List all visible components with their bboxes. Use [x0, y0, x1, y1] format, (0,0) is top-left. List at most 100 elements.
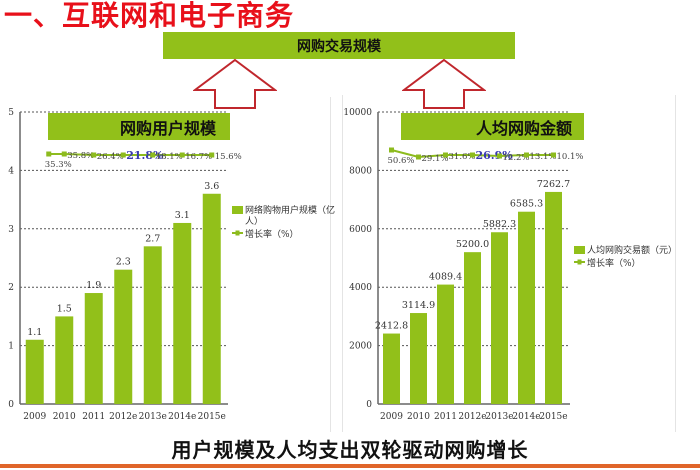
bar-value-label: 3114.9: [402, 300, 435, 311]
growth-rate-marker: [524, 152, 529, 158]
growth-rate-marker: [209, 152, 215, 158]
y-tick-label: 4: [8, 166, 14, 176]
growth-rate-label: 15.6%: [215, 152, 242, 162]
y-tick-label: 6000: [349, 225, 372, 235]
growth-rate-label: 35.8%: [67, 151, 94, 161]
x-tick-label: 2014e: [168, 412, 196, 422]
legend-line-marker: [235, 230, 240, 236]
growth-rate-label: 31.6%: [449, 152, 476, 162]
growth-rate-marker: [150, 152, 156, 158]
legend-line-marker: [577, 259, 582, 265]
bar-value-label: 3.6: [204, 181, 219, 192]
bar-value-label: 4089.4: [429, 272, 462, 283]
legend-bar-label: 网络购物用户规模（亿人）: [245, 204, 335, 227]
x-tick-label: 2014e: [512, 412, 540, 422]
bar: [545, 191, 562, 404]
growth-rate-marker: [470, 152, 475, 158]
bar: [437, 284, 454, 404]
growth-rate-marker: [551, 152, 556, 158]
user-scale-chart: 0 1 2 3 4 5 1.1 2009 1.5 2010 1.9 2011 2.3 2012e 2.7 20…: [8, 108, 335, 422]
x-tick-label: 2012e: [109, 412, 137, 422]
bar: [84, 293, 103, 404]
growth-rate-marker: [443, 152, 448, 158]
bar-value-label: 6585.3: [510, 199, 543, 210]
x-tick-label: 2015e: [198, 412, 226, 422]
bar: [114, 269, 133, 404]
legend-bar-swatch: [232, 206, 243, 214]
y-tick-label: 10000: [343, 108, 372, 118]
x-tick-label: 2010: [53, 412, 76, 422]
growth-rate-marker: [61, 151, 67, 157]
y-tick-label: 2: [8, 283, 14, 293]
growth-rate-marker: [91, 152, 97, 158]
y-tick-label: 5: [8, 108, 14, 118]
y-tick-label: 1: [8, 342, 14, 352]
growth-rate-label: 26.9%: [476, 149, 514, 162]
growth-rate-label: 29.1%: [422, 154, 449, 164]
legend-bar-swatch: [574, 246, 585, 254]
growth-rate-label: 16.7%: [185, 152, 212, 162]
bar: [202, 193, 221, 404]
footer-title: 用户规模及人均支出双轮驱动网购增长: [171, 438, 529, 462]
growth-rate-marker: [497, 153, 502, 159]
bar: [518, 211, 535, 404]
growth-rate-marker: [120, 152, 126, 158]
growth-rate-marker: [179, 152, 185, 158]
growth-rate-label: 26.4%: [97, 152, 124, 162]
y-tick-label: 8000: [349, 166, 372, 176]
bar: [464, 252, 481, 404]
left-chart-panel: [0, 97, 331, 432]
x-tick-label: 2009: [23, 412, 46, 422]
bar-value-label: 2412.8: [375, 321, 408, 332]
right-chart-panel: [342, 95, 676, 432]
x-tick-label: 2013e: [485, 412, 513, 422]
y-tick-label: 4000: [349, 283, 372, 293]
bar: [55, 316, 74, 404]
growth-rate-marker: [46, 151, 52, 157]
x-tick-label: 2011: [434, 412, 457, 422]
bar-value-label: 1.9: [86, 280, 101, 291]
bar-value-label: 2.3: [116, 257, 131, 268]
y-tick-label: 3: [8, 225, 14, 235]
x-tick-label: 2013e: [139, 412, 167, 422]
page-title: 一、互联网和电子商务: [4, 0, 295, 32]
legend-line-label: 增长率（%）: [587, 257, 641, 269]
growth-rate-label: 50.6%: [388, 156, 415, 166]
bar-value-label: 3.1: [175, 210, 190, 221]
per-capita-spend-chart: 0 2000 4000 6000 8000 10000 2412.8 2009 3114.9 20…: [343, 108, 677, 422]
per-capita-spend-banner: 人均网购金额: [401, 113, 584, 140]
bar-value-label: 2.7: [145, 233, 160, 244]
bar: [143, 246, 162, 404]
bar-value-label: 7262.7: [537, 179, 570, 190]
growth-rate-label: 12.2%: [503, 153, 530, 163]
growth-rate-label: 21.8%: [126, 149, 164, 162]
top-banner: 网购交易规模: [163, 32, 515, 59]
x-tick-label: 2012e: [458, 412, 486, 422]
y-tick-label: 2000: [349, 342, 372, 352]
growth-rate-marker: [416, 154, 421, 160]
y-tick-label: 0: [8, 400, 14, 410]
up-arrow-icon-left: [193, 58, 277, 109]
legend-line-label: 增长率（%）: [245, 228, 299, 240]
y-tick-label: 0: [366, 400, 372, 410]
growth-rate-label: 13.1%: [530, 152, 557, 162]
x-tick-label: 2009: [380, 412, 403, 422]
bar: [410, 313, 427, 404]
bar-value-label: 5882.3: [483, 219, 516, 230]
x-tick-label: 2010: [407, 412, 430, 422]
growth-rate-label: 35.3%: [45, 160, 72, 170]
bar: [173, 222, 192, 404]
growth-rate-marker: [389, 147, 394, 153]
footer-divider: [0, 464, 700, 468]
bar-value-label: 1.1: [27, 327, 42, 338]
bar: [491, 232, 508, 404]
x-tick-label: 2011: [82, 412, 105, 422]
bar-value-label: 1.5: [57, 303, 72, 314]
user-scale-banner: 网购用户规模: [48, 113, 230, 140]
growth-rate-label: 10.1%: [557, 152, 584, 162]
legend-bar-label: 人均网购交易额（元）: [587, 244, 677, 256]
bar: [383, 333, 400, 404]
bar: [25, 339, 44, 404]
bar-value-label: 5200.0: [456, 239, 489, 250]
x-tick-label: 2015e: [539, 412, 567, 422]
